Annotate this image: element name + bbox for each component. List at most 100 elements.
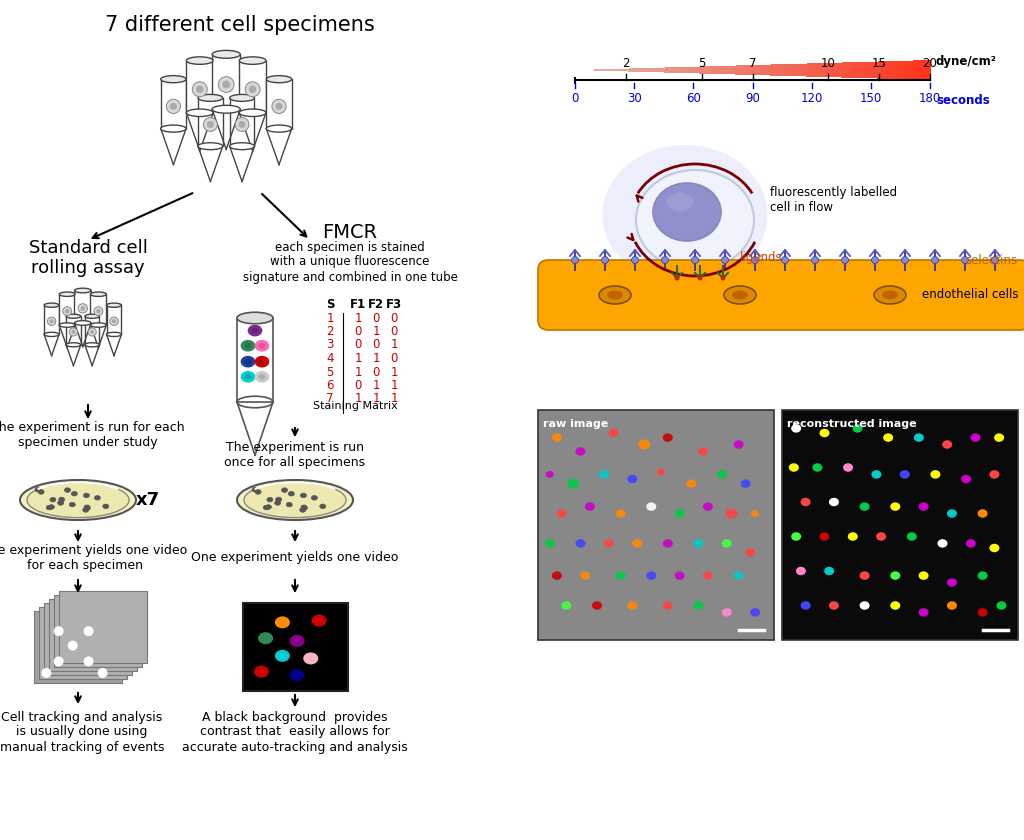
- Circle shape: [70, 328, 78, 336]
- Bar: [854, 62, 856, 78]
- Bar: [602, 69, 604, 71]
- Ellipse shape: [717, 470, 727, 479]
- Bar: [713, 66, 714, 74]
- Bar: [921, 60, 923, 80]
- Bar: [620, 69, 622, 71]
- FancyBboxPatch shape: [198, 98, 223, 146]
- FancyBboxPatch shape: [90, 294, 106, 325]
- Ellipse shape: [883, 433, 893, 442]
- Text: 0: 0: [354, 379, 361, 392]
- Bar: [859, 62, 861, 78]
- Bar: [682, 67, 683, 73]
- Bar: [652, 68, 653, 72]
- Ellipse shape: [67, 314, 81, 318]
- Bar: [647, 68, 649, 72]
- Bar: [748, 66, 750, 75]
- Ellipse shape: [256, 341, 268, 351]
- Ellipse shape: [796, 567, 806, 575]
- Bar: [596, 70, 598, 71]
- Ellipse shape: [732, 291, 748, 300]
- Ellipse shape: [240, 109, 266, 117]
- Bar: [866, 62, 867, 78]
- Bar: [805, 64, 806, 76]
- Ellipse shape: [72, 491, 78, 496]
- Text: 15: 15: [871, 57, 887, 70]
- Bar: [631, 68, 632, 71]
- Text: seconds: seconds: [936, 94, 990, 107]
- Bar: [721, 66, 722, 74]
- Bar: [243, 603, 347, 691]
- Ellipse shape: [843, 463, 853, 472]
- Text: reconstructed image: reconstructed image: [787, 419, 916, 429]
- Text: 0: 0: [373, 365, 380, 379]
- Ellipse shape: [632, 539, 642, 548]
- Ellipse shape: [859, 601, 869, 610]
- Bar: [763, 65, 765, 76]
- Text: FMCR: FMCR: [323, 223, 378, 242]
- Polygon shape: [75, 323, 91, 347]
- Ellipse shape: [59, 323, 75, 328]
- Bar: [595, 70, 597, 71]
- Bar: [678, 67, 680, 73]
- Ellipse shape: [752, 510, 759, 517]
- Bar: [632, 68, 634, 71]
- Bar: [608, 69, 610, 71]
- Ellipse shape: [552, 571, 562, 580]
- Bar: [753, 65, 755, 75]
- Bar: [638, 68, 639, 71]
- Ellipse shape: [186, 57, 213, 65]
- Bar: [831, 63, 834, 77]
- Circle shape: [871, 256, 879, 264]
- Text: S: S: [326, 298, 334, 312]
- Bar: [744, 66, 745, 75]
- Bar: [769, 65, 771, 76]
- Bar: [39, 607, 127, 679]
- Ellipse shape: [698, 447, 709, 455]
- Circle shape: [236, 118, 249, 131]
- Ellipse shape: [20, 480, 136, 520]
- Ellipse shape: [859, 571, 869, 580]
- Bar: [779, 64, 781, 76]
- Bar: [783, 64, 785, 76]
- Polygon shape: [198, 146, 223, 181]
- Bar: [646, 68, 648, 72]
- Bar: [693, 66, 695, 73]
- Ellipse shape: [258, 359, 265, 365]
- Text: endothelial cells: endothelial cells: [922, 288, 1018, 302]
- Bar: [729, 66, 730, 74]
- Bar: [732, 66, 734, 75]
- Bar: [709, 66, 711, 74]
- Circle shape: [249, 86, 256, 93]
- Circle shape: [245, 81, 260, 97]
- Bar: [819, 63, 820, 77]
- Text: F3: F3: [386, 298, 402, 312]
- Circle shape: [675, 276, 680, 281]
- Bar: [702, 66, 705, 74]
- Bar: [922, 60, 924, 80]
- Ellipse shape: [607, 291, 623, 300]
- Ellipse shape: [282, 488, 288, 492]
- Bar: [924, 60, 926, 80]
- Bar: [791, 64, 792, 76]
- Circle shape: [84, 656, 93, 666]
- Bar: [718, 66, 720, 74]
- Bar: [785, 64, 787, 76]
- Bar: [867, 62, 869, 78]
- Bar: [892, 61, 894, 79]
- Bar: [886, 61, 888, 79]
- Circle shape: [697, 276, 702, 281]
- Bar: [784, 64, 786, 76]
- Text: Standard cell
rolling assay: Standard cell rolling assay: [29, 239, 147, 277]
- Bar: [863, 62, 865, 78]
- Bar: [788, 64, 790, 76]
- Ellipse shape: [561, 601, 571, 610]
- Circle shape: [275, 102, 283, 110]
- Bar: [665, 67, 667, 72]
- Bar: [594, 70, 596, 71]
- Ellipse shape: [745, 549, 756, 557]
- Text: One experiment yields one video: One experiment yields one video: [191, 552, 398, 564]
- Ellipse shape: [628, 601, 637, 610]
- Ellipse shape: [947, 509, 956, 517]
- Ellipse shape: [265, 505, 271, 509]
- Bar: [600, 70, 601, 71]
